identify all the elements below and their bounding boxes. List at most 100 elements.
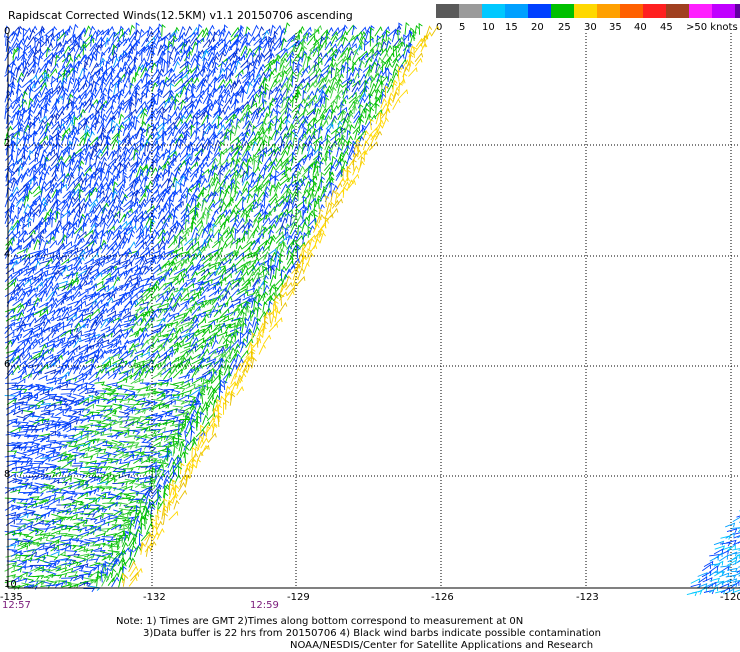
wind-barb bbox=[124, 112, 132, 119]
wind-barb bbox=[89, 57, 95, 68]
wind-barb bbox=[107, 447, 119, 451]
wind-barb bbox=[29, 318, 36, 326]
wind-barb bbox=[375, 27, 382, 36]
wind-barb bbox=[190, 288, 200, 292]
wind-barb bbox=[201, 33, 208, 42]
wind-barb bbox=[89, 488, 99, 493]
wind-barb bbox=[190, 324, 198, 332]
wind-barbs bbox=[5, 23, 740, 596]
wind-barb bbox=[112, 124, 119, 134]
wind-barb bbox=[5, 488, 13, 493]
wind-barb bbox=[180, 140, 184, 149]
wind-barb bbox=[57, 281, 68, 285]
wind-barb bbox=[39, 376, 47, 380]
wind-barb bbox=[348, 170, 352, 181]
wind-barb bbox=[134, 371, 141, 380]
wind-barb bbox=[13, 99, 19, 108]
wind-barb bbox=[46, 479, 56, 482]
wind-barb bbox=[180, 305, 188, 312]
wind-barb bbox=[366, 109, 370, 118]
wind-barb bbox=[308, 167, 312, 178]
wind-barb bbox=[175, 76, 182, 82]
wind-barb bbox=[275, 268, 279, 279]
wind-barb bbox=[331, 209, 338, 218]
wind-barb bbox=[179, 491, 186, 500]
wind-barb bbox=[225, 106, 231, 114]
wind-barb bbox=[61, 184, 65, 194]
wind-barb bbox=[85, 259, 94, 264]
wind-barb bbox=[264, 195, 268, 206]
wind-barb bbox=[259, 345, 266, 355]
wind-barb bbox=[369, 142, 377, 150]
wind-barb bbox=[61, 214, 64, 223]
wind-barb bbox=[147, 433, 156, 437]
wind-barb bbox=[112, 167, 118, 176]
wind-barb bbox=[170, 358, 179, 366]
wind-barb bbox=[167, 417, 178, 421]
wind-barb bbox=[235, 175, 239, 186]
wind-barb bbox=[203, 416, 208, 425]
wind-barb bbox=[46, 292, 55, 301]
wind-barb bbox=[358, 162, 364, 173]
wind-barb bbox=[241, 189, 248, 197]
wind-barb bbox=[212, 340, 218, 349]
wind-barb bbox=[285, 23, 290, 34]
wind-barb bbox=[331, 96, 340, 104]
wind-barb bbox=[29, 514, 39, 518]
wind-barb bbox=[212, 187, 221, 196]
wind-barb bbox=[101, 472, 111, 478]
wind-barb bbox=[68, 446, 79, 450]
wind-barb bbox=[152, 373, 161, 378]
wind-barb bbox=[6, 268, 13, 274]
wind-barb bbox=[162, 109, 166, 120]
wind-barb bbox=[18, 207, 22, 218]
wind-barb bbox=[364, 152, 367, 162]
wind-barb bbox=[46, 231, 54, 238]
wind-barb bbox=[240, 114, 246, 123]
wind-barb bbox=[111, 302, 118, 312]
wind-barb bbox=[303, 28, 311, 37]
wind-barb bbox=[79, 366, 85, 374]
wind-barb bbox=[223, 190, 229, 201]
wind-barb bbox=[279, 303, 287, 313]
wind-barb bbox=[111, 268, 118, 275]
wind-barb bbox=[73, 511, 84, 515]
wind-barb bbox=[242, 91, 247, 103]
wind-barb bbox=[75, 299, 82, 306]
wind-barb bbox=[370, 120, 374, 131]
wind-barb bbox=[192, 292, 201, 296]
wind-barb bbox=[201, 179, 207, 187]
wind-barb bbox=[55, 411, 63, 416]
wind-barb bbox=[258, 218, 262, 228]
wind-barb bbox=[186, 27, 192, 36]
wind-barb bbox=[139, 386, 150, 390]
wind-barb bbox=[258, 100, 267, 109]
wind-barb bbox=[162, 83, 168, 94]
wind-barb bbox=[134, 379, 143, 383]
wind-barb bbox=[398, 70, 402, 81]
wind-barb bbox=[73, 374, 83, 380]
wind-barb bbox=[347, 67, 351, 79]
wind-barb bbox=[17, 462, 28, 466]
wind-barb bbox=[158, 310, 165, 319]
wind-barb bbox=[381, 53, 388, 63]
wind-barb bbox=[45, 509, 54, 515]
wind-barb bbox=[237, 387, 244, 395]
wind-barb bbox=[352, 175, 359, 182]
wind-barb bbox=[83, 457, 92, 461]
wind-barb bbox=[257, 338, 260, 348]
wind-barb bbox=[52, 309, 60, 316]
wind-barb bbox=[217, 332, 227, 336]
wind-barb bbox=[108, 316, 116, 323]
wind-barb bbox=[196, 459, 200, 468]
wind-barb bbox=[84, 404, 94, 410]
wind-barb bbox=[61, 330, 71, 337]
wind-barb bbox=[73, 138, 79, 149]
wind-barb bbox=[90, 505, 101, 509]
wind-barb bbox=[198, 319, 206, 326]
wind-barb bbox=[270, 151, 276, 160]
wind-barb bbox=[141, 31, 149, 38]
wind-barb bbox=[94, 382, 104, 386]
wind-barb bbox=[24, 436, 35, 440]
